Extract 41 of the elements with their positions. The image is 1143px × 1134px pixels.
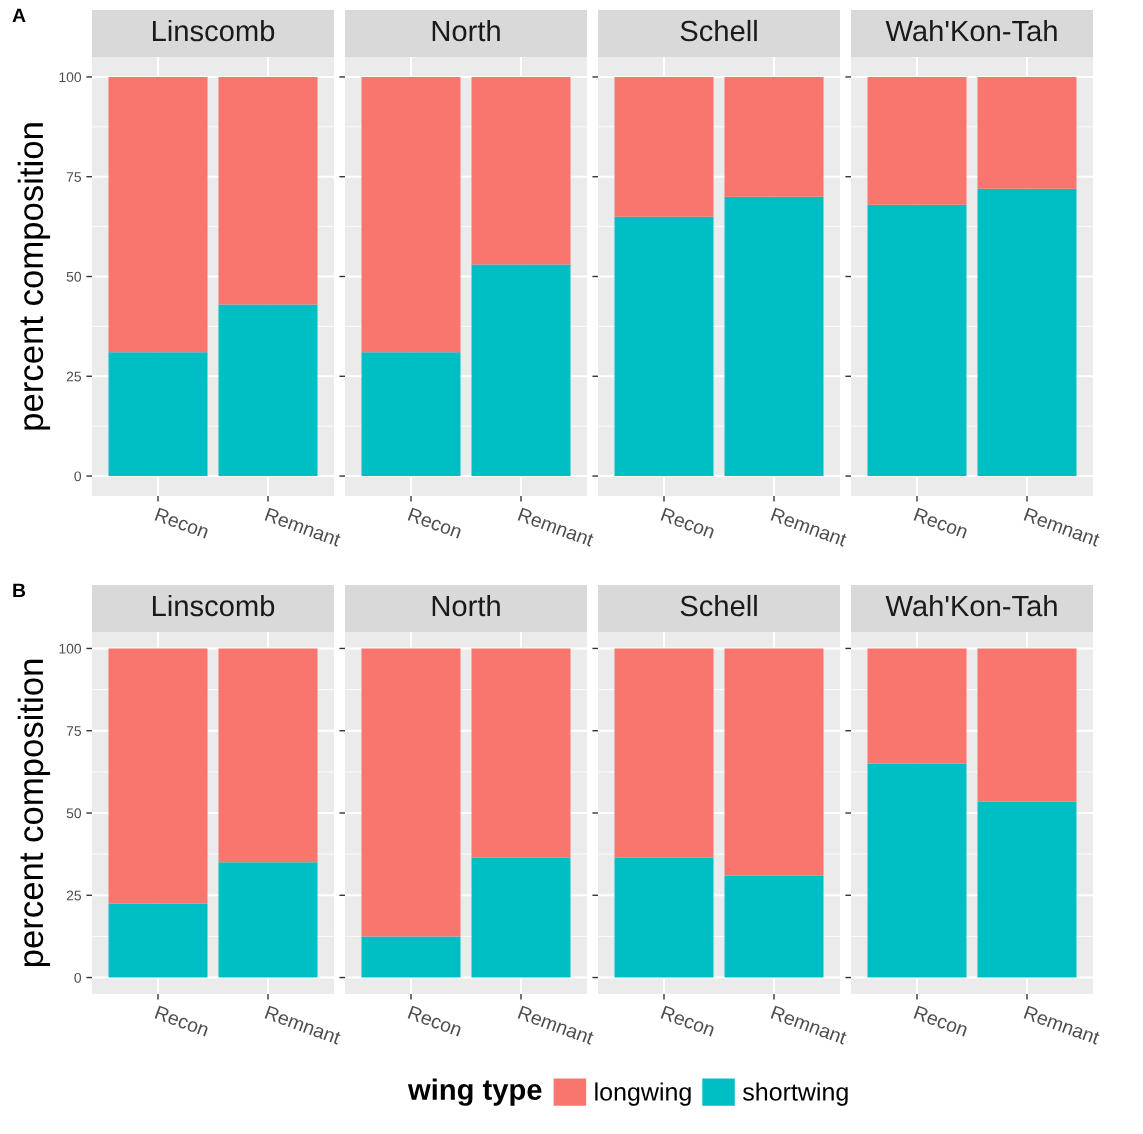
y-tick-label: 75 — [66, 726, 81, 736]
bar — [108, 903, 208, 978]
x-tick-label: Recon — [660, 1005, 716, 1037]
y-tick-label: 100 — [59, 643, 82, 654]
legend-label: longwing — [595, 1082, 691, 1106]
legend-title: wing type — [407, 1078, 542, 1106]
y-tick-label: 25 — [66, 890, 81, 901]
bar — [108, 76, 208, 353]
x-tick-label: Recon — [154, 507, 210, 539]
y-tick-label: 75 — [66, 172, 81, 182]
chart-title: Schell — [680, 594, 757, 617]
y-axis-title: percent composition — [17, 123, 51, 430]
y-axis-title: percent composition — [17, 659, 51, 967]
chart-title: North — [432, 594, 500, 617]
text: B — [13, 583, 26, 598]
bar — [218, 862, 318, 978]
y-tick-label: 25 — [66, 371, 81, 382]
x-tick-label: Recon — [407, 507, 463, 539]
x-tick-label: Recon — [913, 1005, 969, 1037]
bar — [218, 304, 318, 477]
chart-title: Linscomb — [152, 19, 275, 42]
x-tick-label: Recon — [154, 1005, 210, 1037]
y-tick-label: 50 — [66, 271, 82, 282]
chart-title: Wah'Kon-Tah — [885, 19, 1057, 42]
y-tick-label: 0 — [74, 972, 82, 983]
chart-title: North — [432, 19, 500, 42]
y-tick-label: 0 — [74, 471, 82, 482]
x-tick-label: Recon — [660, 507, 716, 539]
y-tick-label: 100 — [59, 72, 82, 83]
x-tick-label: Recon — [407, 1005, 463, 1037]
chart-title: Wah'Kon-Tah — [885, 594, 1057, 617]
bar — [218, 76, 318, 305]
y-tick-label: 50 — [66, 808, 82, 819]
text: A — [12, 8, 26, 23]
x-tick-label: Recon — [913, 507, 969, 539]
bar — [108, 352, 208, 477]
chart-title: Linscomb — [152, 594, 275, 617]
bar — [108, 648, 208, 904]
chart-title: Schell — [680, 19, 757, 42]
bar — [218, 648, 318, 863]
legend-label: shortwing — [742, 1082, 848, 1106]
